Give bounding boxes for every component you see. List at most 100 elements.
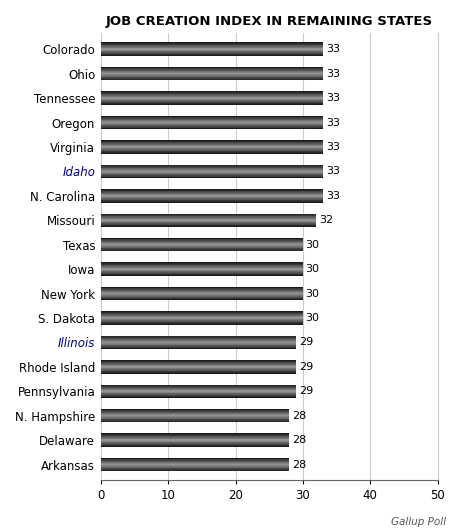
- Bar: [101, 48, 322, 49]
- Bar: [101, 290, 302, 292]
- Text: 28: 28: [291, 435, 306, 445]
- Text: 28: 28: [291, 460, 306, 470]
- Bar: [101, 463, 289, 464]
- Bar: [101, 441, 289, 443]
- Bar: [101, 128, 322, 129]
- Bar: [101, 218, 316, 219]
- Bar: [101, 443, 289, 444]
- Bar: [101, 460, 289, 461]
- Bar: [101, 273, 302, 275]
- Bar: [101, 43, 322, 44]
- Bar: [101, 341, 296, 342]
- Bar: [101, 314, 302, 315]
- Bar: [101, 98, 322, 99]
- Bar: [101, 409, 289, 410]
- Bar: [101, 117, 322, 118]
- Bar: [101, 318, 302, 319]
- Bar: [101, 167, 322, 169]
- Bar: [101, 462, 289, 463]
- Bar: [101, 335, 296, 337]
- Bar: [101, 146, 322, 147]
- Bar: [101, 346, 296, 347]
- Bar: [101, 102, 322, 103]
- Bar: [101, 372, 296, 373]
- Bar: [101, 201, 322, 202]
- Text: Gallup Poll: Gallup Poll: [390, 517, 445, 527]
- Bar: [101, 316, 302, 317]
- Bar: [101, 173, 322, 174]
- Text: 30: 30: [305, 313, 319, 323]
- Bar: [101, 122, 322, 123]
- Bar: [101, 125, 322, 126]
- Bar: [101, 69, 322, 70]
- Bar: [101, 370, 296, 372]
- Bar: [101, 395, 296, 396]
- Bar: [101, 313, 302, 314]
- Bar: [101, 275, 302, 276]
- Bar: [101, 199, 322, 200]
- Bar: [101, 311, 302, 312]
- Bar: [101, 435, 289, 436]
- Bar: [101, 389, 296, 390]
- Bar: [101, 74, 322, 75]
- Bar: [101, 94, 322, 95]
- Bar: [101, 53, 322, 54]
- Bar: [101, 221, 316, 222]
- Bar: [101, 418, 289, 419]
- Bar: [101, 434, 289, 435]
- Bar: [101, 152, 322, 153]
- Bar: [101, 368, 296, 369]
- Bar: [101, 123, 322, 124]
- Bar: [101, 217, 316, 218]
- Bar: [101, 143, 322, 144]
- Title: JOB CREATION INDEX IN REMAINING STATES: JOB CREATION INDEX IN REMAINING STATES: [106, 15, 432, 28]
- Bar: [101, 121, 322, 122]
- Bar: [101, 222, 316, 223]
- Bar: [101, 413, 289, 414]
- Bar: [101, 392, 296, 393]
- Bar: [101, 104, 322, 105]
- Bar: [101, 340, 296, 341]
- Bar: [101, 247, 302, 248]
- Bar: [101, 299, 302, 300]
- Bar: [101, 347, 296, 348]
- Bar: [101, 470, 289, 471]
- Bar: [101, 145, 322, 146]
- Text: 33: 33: [325, 69, 339, 78]
- Bar: [101, 120, 322, 121]
- Bar: [101, 289, 302, 290]
- Bar: [101, 419, 289, 420]
- Bar: [101, 245, 302, 246]
- Bar: [101, 365, 296, 366]
- Bar: [101, 91, 322, 92]
- Bar: [101, 264, 302, 266]
- Bar: [101, 262, 302, 263]
- Bar: [101, 172, 322, 173]
- Bar: [101, 147, 322, 148]
- Bar: [101, 397, 296, 398]
- Text: 33: 33: [325, 166, 339, 176]
- Bar: [101, 52, 322, 53]
- Bar: [101, 322, 302, 323]
- Bar: [101, 103, 322, 104]
- Bar: [101, 293, 302, 294]
- Bar: [101, 363, 296, 364]
- Bar: [101, 96, 322, 98]
- Bar: [101, 195, 322, 196]
- Bar: [101, 223, 316, 224]
- Bar: [101, 271, 302, 272]
- Bar: [101, 216, 316, 217]
- Bar: [101, 149, 322, 150]
- Bar: [101, 387, 296, 388]
- Bar: [101, 317, 302, 318]
- Bar: [101, 464, 289, 465]
- Bar: [101, 76, 322, 77]
- Bar: [101, 246, 302, 247]
- Bar: [101, 319, 302, 320]
- Bar: [101, 360, 296, 361]
- Bar: [101, 436, 289, 437]
- Bar: [101, 49, 322, 50]
- Bar: [101, 151, 322, 152]
- Bar: [101, 320, 302, 321]
- Bar: [101, 373, 296, 374]
